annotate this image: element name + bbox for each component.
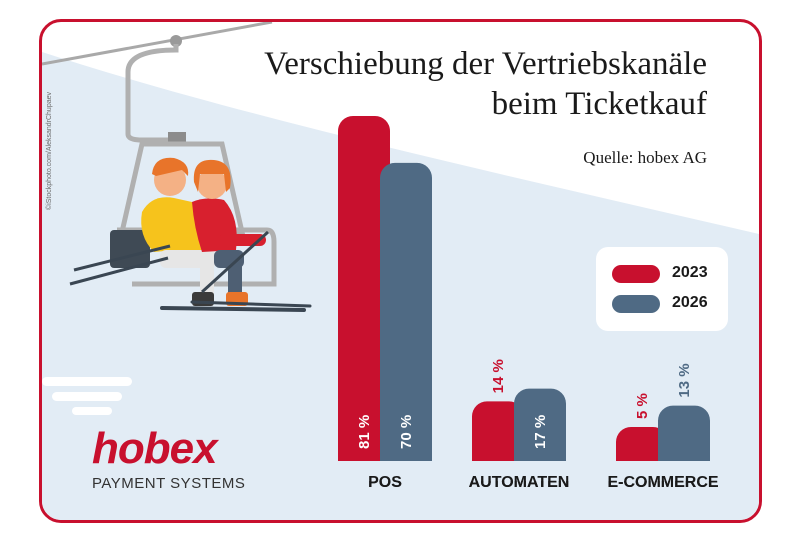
hanger-clamp xyxy=(168,132,186,144)
chart-title-line2: beim Ticketkauf xyxy=(491,86,707,122)
value-label-pos-2023: 81 % xyxy=(356,415,373,449)
legend-item-2023: 2023 xyxy=(612,263,722,285)
bar-pos-2026 xyxy=(380,162,432,476)
person-hair xyxy=(193,159,231,192)
value-label-pos-2026: 70 % xyxy=(398,415,415,449)
chart-legend: 2023 2026 xyxy=(596,247,728,331)
value-label-e-commerce-2026: 13 % xyxy=(676,363,693,397)
hobex-logo: hobex PAYMENT SYSTEMS xyxy=(92,424,252,493)
bar-automaten-2026 xyxy=(514,388,566,476)
chart-title: Verschiebung der Vertriebskanäle beim Ti… xyxy=(264,44,707,124)
ski xyxy=(190,300,312,308)
legend-label-2023: 2023 xyxy=(672,264,708,281)
source-note: Quelle: hobex AG xyxy=(583,148,707,167)
person-head xyxy=(197,169,227,199)
bar-e-commerce-2026 xyxy=(658,405,710,476)
category-label-automaten: AUTOMATEN xyxy=(469,474,570,491)
legend-swatch-2023 xyxy=(612,265,660,283)
person-shin xyxy=(200,258,214,298)
ski-pole xyxy=(73,244,171,272)
bar-automaten-2023 xyxy=(472,401,524,476)
logo-wordmark: hobex xyxy=(92,424,218,473)
chart-title-line1: Verschiebung der Vertriebskanäle xyxy=(264,46,707,82)
person-shin xyxy=(228,258,242,298)
legend-item-2026: 2026 xyxy=(612,293,722,315)
bar-baseline-mask xyxy=(292,461,759,481)
cloud-streak xyxy=(52,392,122,401)
cable-pulley xyxy=(170,35,182,47)
infographic-card: ©iStockphoto.com/AleksandrChupaev Versch… xyxy=(39,19,762,523)
value-label-automaten-2023: 14 % xyxy=(490,359,507,393)
bar-pos-2023 xyxy=(338,116,390,476)
ski xyxy=(160,306,306,312)
ski-pole xyxy=(200,230,270,294)
value-label-e-commerce-2023: 5 % xyxy=(634,393,651,419)
cloud-streak xyxy=(42,377,132,386)
lift-hanger xyxy=(125,44,179,143)
lift-cable xyxy=(42,22,273,66)
category-label-e-commerce: E-COMMERCE xyxy=(607,474,718,491)
chair-armrest xyxy=(117,227,277,287)
category-label-pos: POS xyxy=(368,474,402,491)
logo-subtitle: PAYMENT SYSTEMS xyxy=(92,475,246,492)
ski-pole xyxy=(69,256,169,286)
person-hair xyxy=(152,157,189,176)
value-label-automaten-2026: 17 % xyxy=(532,415,549,449)
cloud-streak xyxy=(72,407,112,415)
bar-chart: 81 % 70 % POS 14 % 17 % AUTOMATEN 5 % 13 % E-COM… xyxy=(292,116,759,491)
legend-swatch-2026 xyxy=(612,295,660,313)
legend-label-2026: 2026 xyxy=(672,294,708,311)
